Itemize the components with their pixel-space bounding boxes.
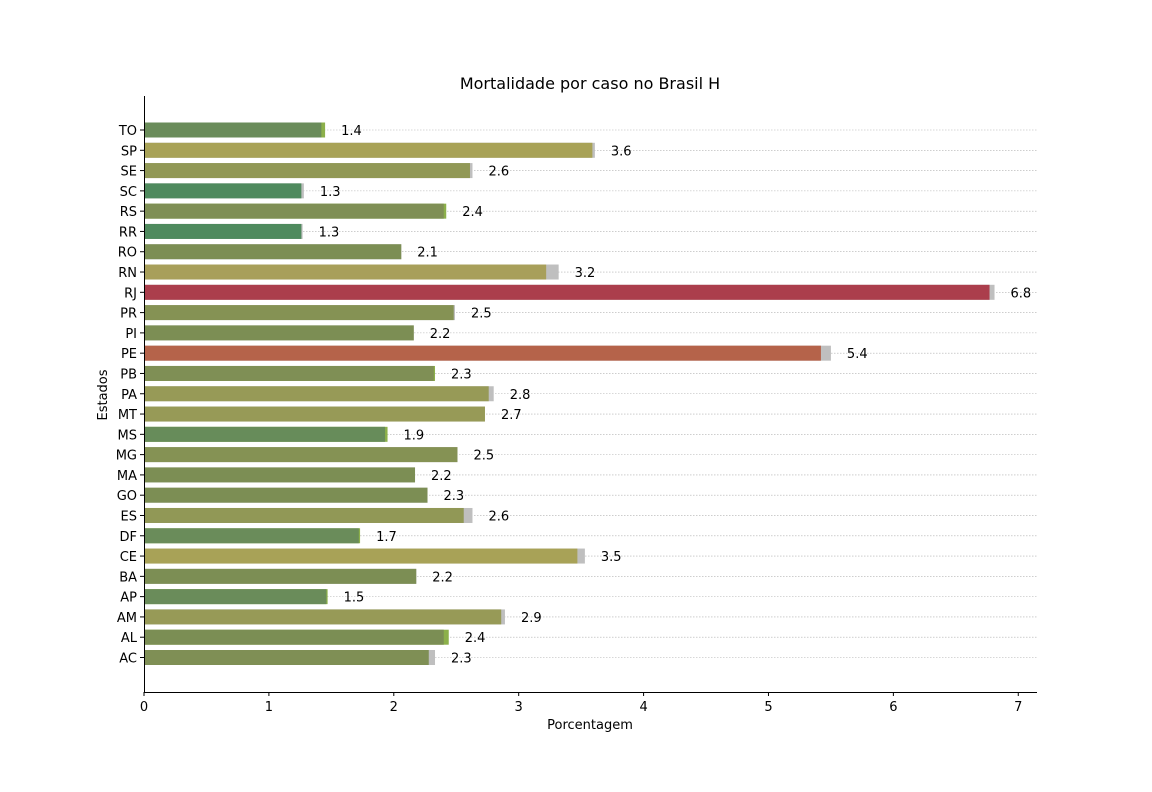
y-tick-label-sp: SP — [121, 144, 137, 159]
data-label-pe: 5.4 — [847, 347, 868, 362]
data-label-rr: 1.3 — [319, 225, 340, 240]
y-tick-label-pe: PE — [121, 347, 137, 362]
y-tick-label-ba: BA — [119, 570, 137, 585]
bar-ro — [144, 244, 402, 260]
data-label-rn: 3.2 — [575, 266, 596, 281]
bars — [144, 122, 995, 665]
data-label-pr: 2.5 — [471, 307, 492, 322]
data-label-rs: 2.4 — [462, 205, 483, 220]
bar-to — [144, 122, 322, 138]
data-label-ce: 3.5 — [601, 550, 622, 565]
x-axis-ticks: 0 1 2 3 4 5 6 7 — [140, 692, 1022, 715]
bar-go — [144, 487, 428, 503]
y-tick-label-ce: CE — [120, 550, 137, 565]
y-tick-label-am: AM — [117, 611, 137, 626]
x-axis-label: Porcentagem — [547, 718, 633, 733]
chart-title: Mortalidade por caso no Brasil H — [460, 74, 720, 93]
y-tick-label-to: TO — [118, 124, 137, 139]
bar-pr — [144, 305, 454, 321]
data-label-pi: 2.2 — [430, 327, 451, 342]
y-tick-label-se: SE — [121, 165, 137, 180]
data-label-ac: 2.3 — [451, 652, 472, 667]
data-label-df: 1.7 — [376, 530, 397, 545]
bar-sc — [144, 183, 302, 199]
data-label-ba: 2.2 — [432, 570, 453, 585]
bar-ap — [144, 589, 327, 605]
bar-mt — [144, 406, 485, 422]
x-tick-label-2: 2 — [390, 700, 398, 715]
data-label-go: 2.3 — [444, 489, 465, 504]
y-tick-label-rn: RN — [118, 266, 137, 281]
y-tick-label-ma: MA — [117, 469, 137, 484]
data-label-am: 2.9 — [521, 611, 542, 626]
y-tick-label-pa: PA — [121, 388, 137, 403]
y-tick-label-mt: MT — [118, 408, 137, 423]
data-label-pb: 2.3 — [451, 367, 472, 382]
y-tick-label-ac: AC — [119, 652, 137, 667]
bar-sp — [144, 142, 593, 158]
x-tick-label-3: 3 — [515, 700, 523, 715]
bar-rj — [144, 284, 990, 300]
bar-rs — [144, 203, 444, 219]
bar-ma — [144, 467, 416, 483]
data-label-sp: 3.6 — [611, 144, 632, 159]
data-label-ro: 2.1 — [417, 246, 438, 261]
y-tick-label-rj: RJ — [124, 286, 137, 301]
data-labels: 2.3 2.4 2.9 1.5 2.2 3.5 1.7 2.6 2.3 2.2 2.5 1.9 2.7 2… — [319, 124, 1032, 667]
y-tick-label-al: AL — [121, 631, 138, 646]
bar-al — [144, 629, 444, 645]
bar-ms — [144, 426, 386, 442]
data-label-mg: 2.5 — [473, 449, 494, 464]
data-label-to: 1.4 — [341, 124, 362, 139]
bar-ba — [144, 568, 417, 584]
bar-rn — [144, 264, 547, 280]
y-tick-label-df: DF — [120, 530, 138, 545]
y-axis-ticks: AC AL AM AP BA CE DF ES GO MA MG MS MT PA PB PE PI PR RJ RN… — [116, 124, 144, 667]
bar-se — [144, 163, 470, 179]
y-tick-label-es: ES — [121, 509, 137, 524]
bar-es — [144, 507, 464, 523]
data-label-se: 2.6 — [488, 165, 509, 180]
y-tick-label-go: GO — [117, 489, 137, 504]
y-tick-label-pr: PR — [120, 307, 137, 322]
x-tick-label-4: 4 — [639, 700, 647, 715]
bar-pi — [144, 325, 414, 341]
data-label-ma: 2.2 — [431, 469, 452, 484]
data-label-al: 2.4 — [465, 631, 486, 646]
x-tick-label-0: 0 — [140, 700, 148, 715]
data-label-pa: 2.8 — [510, 388, 531, 403]
data-label-ms: 1.9 — [404, 428, 425, 443]
bar-df — [144, 528, 359, 544]
data-label-sc: 1.3 — [320, 185, 341, 200]
y-tick-label-sc: SC — [120, 185, 137, 200]
y-tick-label-pb: PB — [120, 367, 137, 382]
data-label-es: 2.6 — [488, 509, 509, 524]
bar-mg — [144, 447, 458, 463]
bar-ce — [144, 548, 578, 564]
y-tick-label-ms: MS — [118, 428, 137, 443]
bar-pb — [144, 365, 434, 381]
bar-pe — [144, 345, 821, 361]
bar-pa — [144, 386, 489, 402]
data-label-rj: 6.8 — [1011, 286, 1032, 301]
y-tick-label-mg: MG — [116, 449, 137, 464]
x-tick-label-5: 5 — [764, 700, 772, 715]
y-axis-label: Estados — [96, 369, 111, 420]
bar-am — [144, 609, 502, 625]
data-label-ap: 1.5 — [344, 591, 365, 606]
data-label-mt: 2.7 — [501, 408, 522, 423]
x-tick-label-7: 7 — [1014, 700, 1022, 715]
y-tick-label-rr: RR — [119, 225, 137, 240]
y-tick-label-ro: RO — [118, 246, 137, 261]
bar-rr — [144, 223, 302, 239]
bar-ac — [144, 650, 429, 665]
x-tick-label-6: 6 — [889, 700, 897, 715]
y-tick-label-ap: AP — [120, 591, 137, 606]
y-tick-label-rs: RS — [120, 205, 137, 220]
y-tick-label-pi: PI — [125, 327, 137, 342]
x-tick-label-1: 1 — [265, 700, 273, 715]
